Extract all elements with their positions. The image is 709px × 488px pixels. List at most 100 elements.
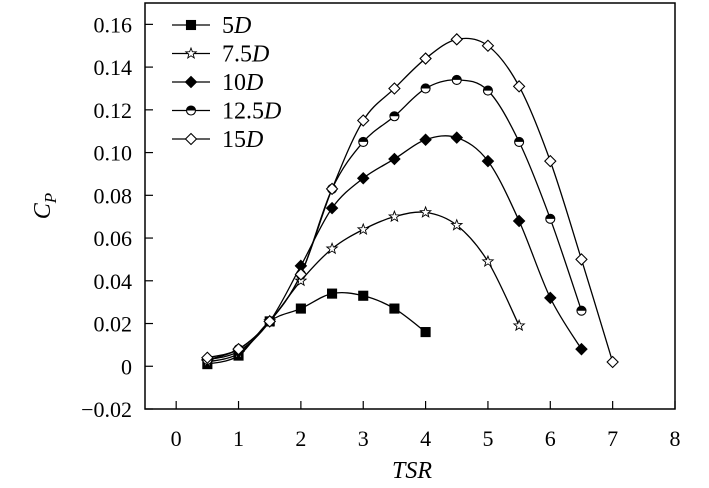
legend-marker [184,132,198,146]
data-point-marker [575,342,588,356]
data-point-marker [606,355,619,369]
legend-item: 10D [172,70,263,96]
data-point-marker [450,131,464,144]
y-axis-title-main: C [30,202,56,219]
data-point-marker [358,136,369,147]
legend-label-value: 10 [222,70,246,96]
x-tick-label: 5 [482,426,493,451]
y-tick-label: 0 [121,354,132,379]
y-tick-label: 0.14 [94,55,133,80]
data-point-marker [544,291,557,305]
data-point-marker [514,136,525,147]
data-point-marker [327,288,338,299]
legend-label-unit: D [233,13,251,39]
y-tick-label: 0.04 [94,269,133,294]
x-tick-label: 8 [670,426,681,451]
data-point-marker [388,82,401,95]
legend-label-unit: D [251,42,269,68]
series-15D [201,33,619,369]
data-point-marker [387,209,401,223]
legend-label-value: 7.5 [222,42,252,68]
x-tick-label: 6 [545,426,556,451]
data-point-marker [389,303,400,314]
legend-label-value: 15 [222,127,246,153]
data-point-marker [232,342,245,356]
data-point-marker [325,201,339,215]
data-point-marker [576,305,587,316]
legend-marker [185,105,197,116]
legend-item: 12.5D [172,99,281,125]
y-tick-label: 0.16 [94,12,133,37]
data-point-marker [450,33,464,46]
y-tick-label: 0.08 [94,183,133,208]
series-line [207,37,614,363]
x-tick-label: 0 [171,426,182,451]
y-tick-label: 0.10 [94,141,133,166]
data-point-marker [420,83,431,94]
plot-frame [144,2,676,410]
legend-item: 7.5D [172,42,269,68]
x-tick-label: 7 [607,426,618,451]
data-point-marker [295,303,306,314]
data-point-marker [294,268,308,281]
x-tick-label: 2 [295,426,306,451]
axis-ticks: 0 1 2 3 4 5 6 7 8 −0.02 0 0.02 0.04 0.06 0.08 0.10 0.12 0… [81,12,680,451]
data-point-marker [419,52,432,65]
legend-item: 5D [172,13,251,39]
legend-label-unit: D [245,70,263,96]
data-point-marker [451,74,462,85]
data-point-marker [481,39,495,53]
data-point-marker [544,154,557,168]
legend-label: 7.5D [222,42,269,68]
data-point-marker [512,318,526,332]
data-point-marker [325,241,339,255]
data-point-marker [201,351,214,364]
legend-label: 15D [222,127,263,153]
data-point-marker [512,80,526,93]
y-tick-label: 0.06 [94,226,133,251]
data-point-marker [481,254,495,268]
x-tick-label: 4 [420,426,431,451]
series-group [200,33,619,370]
data-point-marker [512,214,526,228]
data-point-marker [419,133,432,147]
series-10D [201,131,588,367]
data-point-marker [419,205,433,218]
x-tick-label: 3 [358,426,369,451]
data-point-marker [482,85,493,96]
y-tick-label: −0.02 [81,397,132,422]
data-point-marker [325,182,339,196]
legend-label: 12.5D [222,99,281,125]
data-point-marker [481,154,495,168]
y-axis-title-subscript: P [41,193,60,204]
x-axis-title: TSR [392,458,432,484]
y-tick-label: 0.12 [94,98,133,123]
data-point-marker [450,218,464,231]
data-point-marker [263,315,276,328]
data-point-marker [388,152,401,166]
x-tick-label: 1 [233,426,244,451]
legend-marker [184,46,198,59]
legend-item: 15D [172,127,263,153]
series-line [207,135,583,361]
legend-label: 10D [222,70,263,96]
data-point-marker [420,327,431,338]
legend-marker [184,75,198,89]
legend-label-unit: D [263,99,281,125]
data-point-marker [356,171,370,185]
legend-label-unit: D [245,127,263,153]
legend-label-value: 5 [222,13,234,39]
data-point-marker [545,213,556,224]
legend-label-value: 12.5 [222,99,264,125]
data-point-marker [356,114,370,127]
y-tick-label: 0.02 [94,312,133,337]
data-point-marker [389,111,400,122]
data-point-marker [358,290,369,301]
data-point-marker [356,222,370,235]
y-axis-title-group: CP [30,193,60,219]
y-axis-title: CP [30,193,60,219]
legend-label: 5D [222,13,251,39]
